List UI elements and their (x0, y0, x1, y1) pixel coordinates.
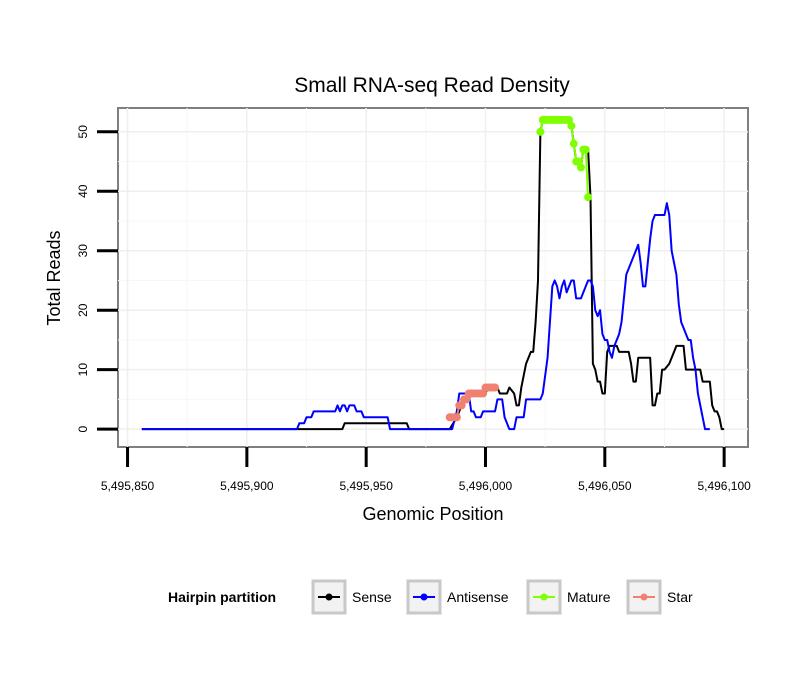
plot-panel (117, 107, 749, 448)
legend-marker-sense (325, 593, 333, 601)
x-tick-label: 5,495,850 (101, 479, 155, 493)
x-tick-label: 5,496,050 (578, 479, 632, 493)
y-tick-label: 0 (76, 426, 90, 433)
y-tick-label: 10 (76, 363, 90, 377)
legend: Hairpin partition Sense Antisense Mature St… (168, 579, 693, 615)
x-tick-label: 5,496,000 (459, 479, 513, 493)
mature-point (581, 145, 590, 154)
series-layer (141, 115, 725, 431)
chart-title: Small RNA-seq Read Density (294, 74, 570, 97)
y-tick-label: 40 (76, 184, 90, 198)
legend-marker-mature (540, 593, 548, 601)
axes: 0 10 20 30 40 50 5,495,850 5,495,900 5,495,950 5,… (76, 125, 751, 493)
y-axis-label: Total Reads (44, 230, 64, 325)
mature-point (576, 163, 585, 172)
mature-point (569, 139, 578, 148)
y-tick-label: 20 (76, 303, 90, 317)
x-tick-label: 5,495,950 (339, 479, 393, 493)
mature-point (536, 127, 545, 136)
mature-point (584, 193, 593, 202)
legend-label-star: Star (667, 589, 693, 605)
star-point (452, 413, 461, 422)
y-tick-label: 50 (76, 125, 90, 139)
mature-point (567, 121, 576, 130)
legend-label-mature: Mature (567, 589, 611, 605)
legend-entries: Sense Antisense Mature Star (311, 579, 693, 615)
x-axis-label: Genomic Position (362, 504, 503, 524)
y-tick-label: 30 (76, 244, 90, 258)
x-tick-label: 5,496,100 (697, 479, 751, 493)
legend-marker-star (640, 593, 648, 601)
legend-title: Hairpin partition (168, 589, 276, 605)
legend-label-sense: Sense (352, 589, 392, 605)
legend-label-antisense: Antisense (447, 589, 509, 605)
legend-marker-antisense (420, 593, 428, 601)
antisense-series-line (141, 202, 710, 431)
x-tick-label: 5,495,900 (220, 479, 274, 493)
star-point (491, 383, 500, 392)
